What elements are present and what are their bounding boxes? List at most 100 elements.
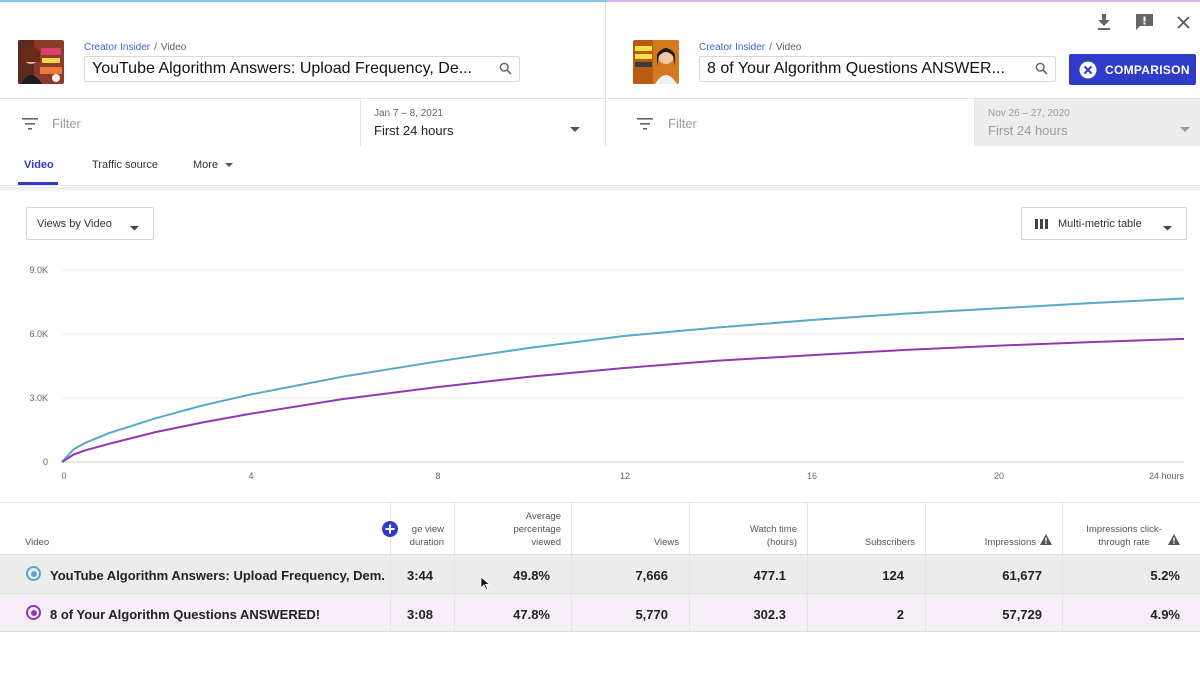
column-watch-time[interactable]: Watch time (hours): [690, 503, 807, 555]
column-views[interactable]: Views: [572, 503, 689, 555]
row-impressions-ctr: 5.2%: [1150, 568, 1180, 583]
tab-more[interactable]: More: [193, 159, 234, 171]
column-avg-percentage-viewed-label: Average percentage viewed: [513, 511, 561, 548]
left-video-header: Creator Insider / Video YouTube Algorithm …: [18, 40, 528, 86]
add-metric-button[interactable]: [382, 521, 398, 537]
column-impressions[interactable]: Impressions: [926, 503, 1062, 555]
search-icon[interactable]: [499, 62, 512, 80]
right-date-range-selector[interactable]: Nov 26 – 27, 2020 First 24 hours: [974, 99, 1200, 146]
section-shadow: [0, 187, 1200, 193]
row-subscribers: 124: [882, 568, 904, 583]
column-divider: [807, 502, 808, 632]
right-video-title: 8 of Your Algorithm Questions ANSWER...: [707, 60, 1005, 77]
column-avg-view-duration-label: ge view duration: [409, 524, 444, 548]
column-impressions-ctr[interactable]: Impressions click-through rate: [1063, 503, 1200, 555]
column-divider: [689, 502, 690, 632]
right-video-selector[interactable]: 8 of Your Algorithm Questions ANSWER...: [699, 56, 1056, 82]
column-video[interactable]: Video: [0, 503, 390, 555]
left-video-selector[interactable]: YouTube Algorithm Answers: Upload Freque…: [84, 56, 520, 82]
right-date-range: Nov 26 – 27, 2020: [988, 108, 1070, 119]
views-by-dropdown[interactable]: Views by Video: [26, 207, 154, 240]
table-mode-dropdown[interactable]: Multi-metric table: [1021, 207, 1187, 240]
table-mode-label: Multi-metric table: [1058, 218, 1142, 230]
left-period: First 24 hours: [374, 123, 454, 138]
column-subscribers-label: Subscribers: [864, 537, 915, 548]
right-breadcrumb: Creator Insider / Video: [699, 42, 801, 53]
row-impressions-ctr: 4.9%: [1150, 607, 1180, 622]
x-tick-label: 16: [807, 471, 817, 481]
chevron-down-icon: [130, 222, 139, 234]
filter-icon[interactable]: [22, 117, 38, 135]
chevron-down-icon: [1163, 222, 1172, 234]
table-row[interactable]: YouTube Algorithm Answers: Upload Freque…: [0, 554, 1200, 593]
series-1-radio[interactable]: [26, 566, 41, 581]
left-video-panel: Creator Insider / Video YouTube Algorithm …: [0, 2, 606, 146]
right-breadcrumb-separator: /: [769, 42, 772, 53]
chevron-down-icon: [1180, 120, 1190, 138]
right-video-header: Creator Insider / Video 8 of Your Algorith…: [633, 40, 1063, 86]
left-breadcrumb: Creator Insider / Video: [84, 42, 186, 53]
table-row[interactable]: 8 of Your Algorithm Questions ANSWERED! …: [0, 593, 1200, 632]
row-avg-view-duration: 3:44: [406, 568, 433, 583]
warning-icon[interactable]: [1040, 534, 1052, 549]
close-icon[interactable]: [1177, 16, 1190, 34]
column-avg-percentage-viewed[interactable]: Average percentage viewed: [455, 503, 571, 555]
row-avg-percentage-viewed: 47.8%: [513, 607, 550, 622]
close-comparison-button[interactable]: COMPARISON: [1069, 54, 1196, 85]
series-2-line[interactable]: [61, 337, 1185, 463]
series-2-radio[interactable]: [26, 605, 41, 620]
close-circle-icon: [1079, 61, 1097, 82]
column-divider: [390, 502, 391, 632]
views-line-chart: 0 3.0K 6.0K 9.0K 0 4 8 12 16 20 24 hours: [29, 265, 1185, 481]
search-icon[interactable]: [1035, 62, 1048, 80]
left-filter-bar: Filter Jan 7 – 8, 2021 First 24 hours: [0, 98, 606, 146]
table-header: Video ge view duration Average percentag…: [0, 502, 1200, 554]
left-filter-input[interactable]: Filter: [52, 116, 81, 131]
views-by-label: Views by Video: [37, 218, 112, 230]
series-1-line[interactable]: [61, 297, 1185, 463]
tab-more-label: More: [193, 159, 219, 171]
row-avg-percentage-viewed: 49.8%: [513, 568, 550, 583]
column-impressions-label: Impressions: [984, 537, 1036, 548]
column-avg-view-duration[interactable]: ge view duration: [391, 503, 454, 555]
filter-icon[interactable]: [637, 117, 653, 135]
column-impressions-ctr-label: Impressions click-through rate: [1086, 524, 1162, 548]
y-tick-label: 9.0K: [29, 265, 48, 275]
download-icon[interactable]: [1097, 14, 1111, 35]
left-accent-strip: [0, 0, 606, 2]
left-channel-link[interactable]: Creator Insider: [84, 42, 151, 53]
x-tick-label: 12: [620, 471, 630, 481]
column-subscribers[interactable]: Subscribers: [808, 503, 925, 555]
x-tick-label: 8: [435, 471, 440, 481]
chevron-down-icon: [225, 162, 234, 167]
y-tick-label: 0: [43, 457, 48, 467]
left-video-thumbnail[interactable]: [18, 40, 64, 84]
x-tick-label: 20: [994, 471, 1004, 481]
right-filter-bar: Filter Nov 26 – 27, 2020 First 24 hours: [607, 98, 1200, 146]
y-tick-label: 3.0K: [29, 393, 48, 403]
row-impressions: 61,677: [1002, 568, 1042, 583]
row-watch-time: 477.1: [753, 568, 786, 583]
row-avg-view-duration: 3:08: [406, 607, 433, 622]
tab-video[interactable]: Video: [24, 159, 54, 171]
tab-traffic-source[interactable]: Traffic source: [92, 159, 159, 171]
warning-icon[interactable]: [1168, 534, 1180, 549]
row-video-title[interactable]: 8 of Your Algorithm Questions ANSWERED!: [50, 607, 321, 622]
feedback-icon[interactable]: [1136, 14, 1153, 36]
column-divider: [454, 502, 455, 632]
comparison-label: COMPARISON: [1105, 63, 1190, 77]
row-subscribers: 2: [896, 607, 904, 622]
report-tabs: Video Traffic source More: [0, 146, 1200, 186]
right-channel-link[interactable]: Creator Insider: [699, 42, 766, 53]
row-views: 5,770: [635, 607, 668, 622]
row-video-title[interactable]: YouTube Algorithm Answers: Upload Freque…: [50, 568, 385, 583]
right-video-thumbnail[interactable]: [633, 40, 679, 84]
y-tick-label: 6.0K: [29, 329, 48, 339]
column-watch-time-label: Watch time (hours): [749, 524, 797, 548]
left-video-title: YouTube Algorithm Answers: Upload Freque…: [92, 60, 473, 77]
x-tick-label: 0: [61, 471, 66, 481]
right-filter-input[interactable]: Filter: [668, 116, 697, 131]
column-video-label: Video: [25, 537, 50, 548]
column-divider: [1062, 502, 1063, 632]
left-date-range-selector[interactable]: Jan 7 – 8, 2021 First 24 hours: [360, 99, 606, 146]
